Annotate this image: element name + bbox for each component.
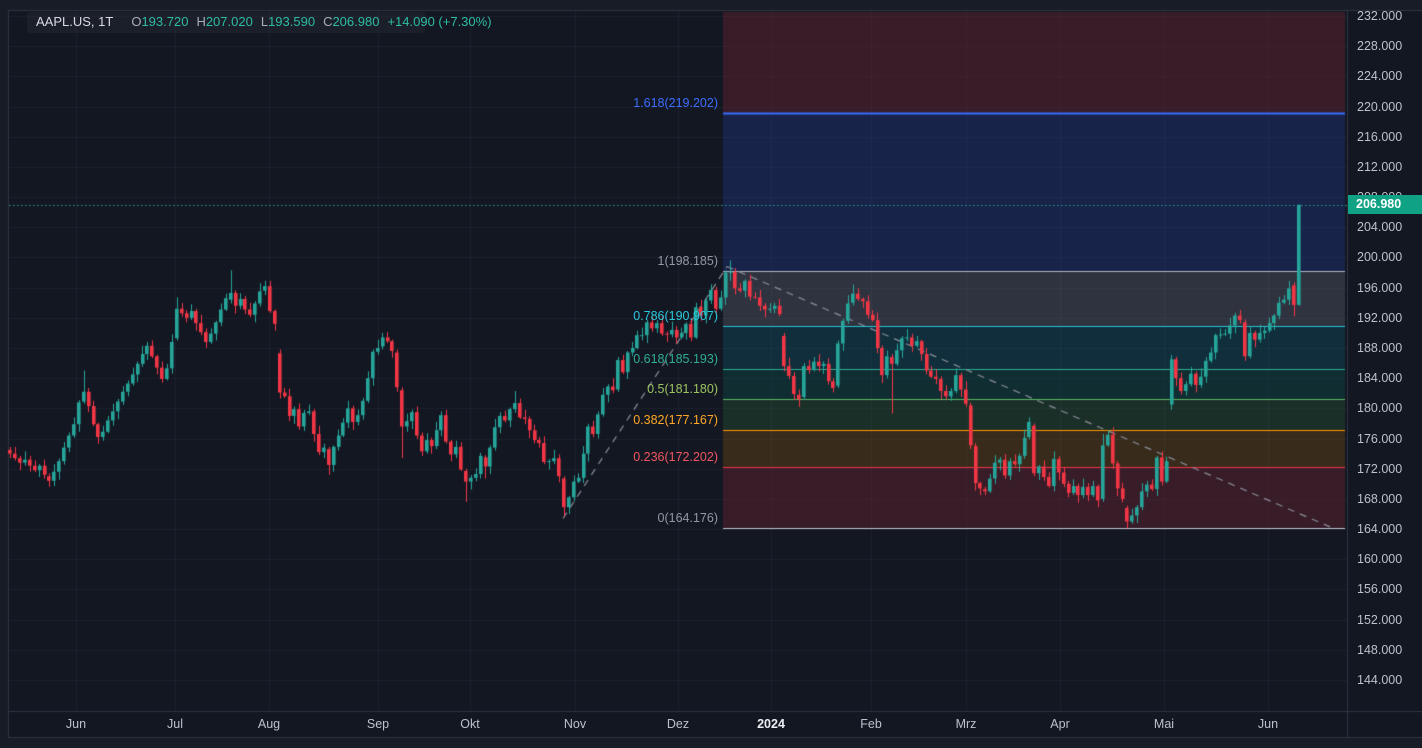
fib-level-label: 1.618(219.202) — [633, 95, 718, 110]
fib-level-label: 1(198.185) — [657, 254, 718, 269]
time-axis-label: Okt — [460, 717, 480, 731]
fib-level-label: 0(164.176) — [657, 510, 718, 525]
price-tick-label: 196.000 — [1357, 280, 1403, 295]
time-axis-label: Mai — [1153, 717, 1175, 731]
price-tick-label: 148.000 — [1357, 642, 1403, 657]
price-tick-label: 220.000 — [1357, 99, 1403, 114]
time-axis-label: Sep — [366, 717, 390, 731]
change-value: +14.090 (+7.30%) — [387, 14, 492, 29]
high-value: 207.020 — [205, 14, 253, 29]
time-axis-label: Mrz — [955, 717, 977, 731]
open-label: O — [131, 14, 142, 29]
symbol-legend[interactable]: AAPL.US, 1T O193.720 H207.020 L193.590 C206.… — [36, 14, 492, 29]
open-value: 193.720 — [141, 14, 189, 29]
price-tick-label: 216.000 — [1357, 129, 1403, 144]
price-tick-label: 164.000 — [1357, 522, 1403, 537]
time-axis-label: Jun — [1257, 717, 1279, 731]
price-axis[interactable]: 232.000 228.000 224.000 220.000 216.000 212.0… — [1348, 9, 1422, 711]
fib-level-label: 0.618(185.193) — [633, 352, 718, 367]
time-axis[interactable]: Jun Jul Aug Sep Okt Nov Dez 2024 Feb Mrz Apr Mai Jun — [0, 711, 1348, 738]
price-tick-label: 152.000 — [1357, 612, 1403, 627]
price-tick-label: 184.000 — [1357, 371, 1403, 386]
low-value: 193.590 — [268, 14, 316, 29]
price-tick-label: 232.000 — [1357, 9, 1403, 23]
price-tick-label: 212.000 — [1357, 159, 1403, 174]
time-axis-label: Aug — [257, 717, 281, 731]
price-tick-label: 204.000 — [1357, 220, 1403, 235]
price-tick-label: 168.000 — [1357, 491, 1403, 506]
price-tick-label: 228.000 — [1357, 39, 1403, 54]
symbol-name[interactable]: AAPL.US, 1T — [36, 14, 114, 29]
price-tick-label: 156.000 — [1357, 582, 1403, 597]
price-tick-label: 180.000 — [1357, 401, 1403, 416]
price-tick-label: 200.000 — [1357, 250, 1403, 265]
price-tick-label: 224.000 — [1357, 69, 1403, 84]
price-tick-label: 172.000 — [1357, 461, 1403, 476]
price-tick-label: 160.000 — [1357, 552, 1403, 567]
close-label: C — [323, 14, 333, 29]
time-axis-label: Apr — [1050, 717, 1070, 731]
fib-level-label: 0.786(190.907) — [633, 309, 718, 324]
fib-level-label: 0.5(181.180) — [647, 382, 718, 397]
high-label: H — [196, 14, 206, 29]
fib-level-label: 0.236(172.202) — [633, 450, 718, 465]
price-tick-label: 144.000 — [1357, 673, 1403, 687]
time-axis-label: Feb — [860, 717, 882, 731]
time-axis-label: Jun — [65, 717, 87, 731]
time-axis-label: 2024 — [757, 717, 785, 731]
low-label: L — [260, 14, 269, 29]
time-axis-label: Dez — [666, 717, 690, 731]
price-tick-label: 192.000 — [1357, 310, 1403, 325]
time-axis-label: Nov — [563, 717, 587, 731]
price-tick-label: 176.000 — [1357, 431, 1403, 446]
fib-level-label: 0.382(177.167) — [633, 412, 718, 427]
time-axis-label: Jul — [167, 717, 183, 731]
price-tick-label: 188.000 — [1357, 341, 1403, 355]
last-price-badge: 206.980 — [1348, 195, 1422, 215]
close-value: 206.980 — [332, 14, 380, 29]
